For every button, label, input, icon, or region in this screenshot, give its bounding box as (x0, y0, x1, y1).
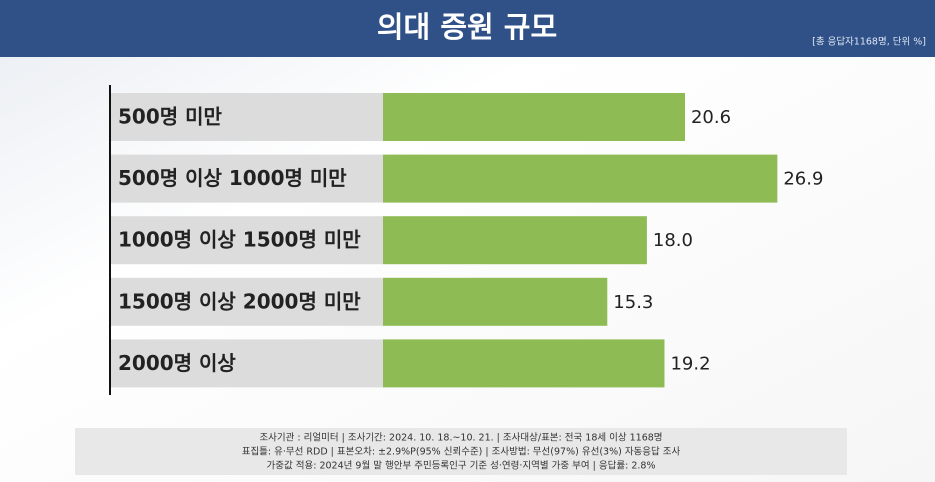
category-label: 2000명 이상 (118, 351, 236, 375)
value-label: 19.2 (670, 353, 710, 374)
category-label: 500명 이상 1000명 미만 (118, 166, 347, 190)
value-label: 26.9 (783, 169, 823, 190)
value-label: 20.6 (691, 107, 731, 128)
footnote: 조사기관 : 리얼미터 | 조사기간: 2024. 10. 18.~10. 21… (259, 433, 662, 444)
category-label: 1500명 이상 2000명 미만 (118, 289, 361, 313)
category-band (110, 216, 383, 265)
bar (383, 339, 665, 388)
category-band (110, 339, 383, 388)
bar (383, 93, 685, 141)
bar (383, 154, 778, 203)
footnote-box (75, 428, 847, 475)
chart-subtitle: [총 응답자1168명, 단위 %] (812, 36, 926, 48)
footnote: 표집틀: 유·무선 RDD | 표본오차: ±2.9%P(95% 신뢰수준) |… (242, 446, 681, 458)
category-label: 1000명 이상 1500명 미만 (118, 228, 361, 252)
chart-title: 의대 증원 규모 (377, 10, 557, 44)
value-label: 18.0 (653, 230, 693, 251)
value-label: 15.3 (613, 292, 653, 313)
header-bar (0, 0, 935, 57)
category-band (110, 93, 383, 141)
category-band (110, 154, 383, 203)
category-band (110, 277, 383, 326)
bar (383, 216, 647, 265)
bar (383, 277, 608, 326)
category-label: 500명 미만 (118, 105, 223, 129)
footnote: 가중값 적용: 2024년 9월 말 행안부 주민등록인구 기준 성·연령·지역… (267, 460, 656, 472)
